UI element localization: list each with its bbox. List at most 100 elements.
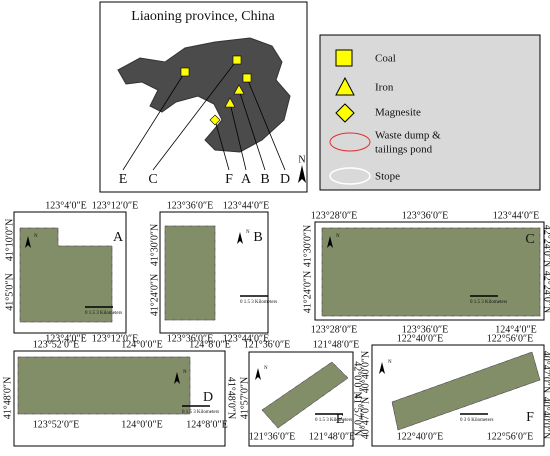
- satellite-image: [164, 225, 216, 321]
- north-label: N: [388, 360, 392, 365]
- satellite-image: [17, 356, 191, 415]
- longitude-label: 121°48′0″E: [309, 431, 355, 442]
- longitude-label: 123°52′0″E: [33, 419, 79, 430]
- panel-letter: A: [113, 230, 124, 245]
- inset-panel: E N 0 1.5 3 Kilometers 121°36′0″E 121°48′0″E…: [239, 339, 363, 447]
- longitude-label: 123°28′0″E: [311, 324, 357, 335]
- image-texture: [321, 227, 541, 317]
- legend-label: Magnesite: [375, 107, 421, 119]
- north-arrow: [237, 232, 243, 244]
- longitude-label: 123°44′0″E: [223, 333, 269, 344]
- latitude-label: 40°47′0″N: [360, 397, 371, 440]
- inset-panel: A N 0 1.5 3 Kilometers 123°4′0″E 123°12′0″E 1…: [4, 200, 138, 344]
- legend-label: tailings pond: [375, 144, 433, 156]
- longitude-label: 123°4′0″E: [45, 333, 86, 344]
- panel-letter: B: [253, 230, 262, 245]
- panel-letter: F: [526, 410, 534, 425]
- north-arrow: [298, 165, 306, 183]
- map-title: Liaoning province, China: [131, 9, 275, 24]
- scale-label: 0 1.5 3 Kilometers: [315, 418, 352, 423]
- latitude-label: 41°30′0″N: [302, 225, 313, 268]
- latitude-label: 41°48′0″N: [2, 377, 13, 420]
- latitude-label: 42°24′0″N: [542, 225, 550, 268]
- north-label: N: [34, 234, 38, 239]
- longitude-label: 123°28′0″E: [311, 210, 357, 221]
- longitude-label: 123°44′0″E: [493, 210, 539, 221]
- longitude-label: 122°40′0″E: [397, 333, 443, 344]
- callout-label: E: [119, 172, 128, 187]
- latitude-label: 40°40′0″N: [360, 351, 371, 394]
- image-texture: [261, 361, 349, 429]
- longitude-label: 122°40′0″E: [397, 431, 443, 442]
- inset-panel: BN 0 1.5 3 Kilometers 123°36′0″E 123°44′0″E…: [149, 200, 277, 344]
- north-arrow: [255, 368, 261, 380]
- callout-label: B: [260, 172, 269, 187]
- legend: Coal Iron Magnesite Waste dump & tailing…: [319, 34, 541, 191]
- image-texture: [391, 351, 541, 431]
- latitude-label: 40°47′0″N: [541, 351, 550, 394]
- latitude-label: 41°24′0″N: [302, 271, 313, 314]
- north-label: N: [246, 230, 250, 235]
- inset-panel: C N 0 1.5 3 Kilometers 123°28′0″E 123°36′0″E…: [302, 210, 550, 335]
- longitude-label: 122°56′0″E: [487, 333, 533, 344]
- scale-label: 0 1.5 3 Kilometers: [240, 300, 277, 305]
- image-texture: [164, 225, 216, 321]
- callout-label: A: [241, 172, 252, 187]
- panel-letter: C: [525, 232, 534, 247]
- north-label: N: [183, 370, 187, 375]
- longitude-label: 121°36′0″E: [249, 431, 295, 442]
- legend-iron-icon: [335, 76, 355, 96]
- legend-label: Stope: [375, 171, 400, 183]
- longitude-label: 124°0′0″E: [121, 419, 162, 430]
- legend-magnesite-icon: [335, 103, 355, 123]
- callout-lines: [122, 59, 286, 171]
- latitude-label: 41°30′0″N: [149, 224, 160, 267]
- panel-letter: D: [203, 390, 213, 405]
- legend-coal-icon: [335, 49, 353, 67]
- legend-label: Coal: [375, 53, 396, 65]
- north-arrow: [327, 236, 333, 248]
- north-arrow: [379, 362, 385, 374]
- north-arrow: [25, 236, 31, 248]
- longitude-label: 121°48′0″E: [313, 339, 359, 350]
- longitude-label: 124°8′0″E: [186, 419, 227, 430]
- north-label: N: [264, 366, 268, 371]
- longitude-label: 123°36′0″E: [167, 200, 213, 211]
- scale-label: 0 1.5 3 Kilometers: [470, 300, 507, 305]
- latitude-label: 41°57′0″N: [239, 377, 250, 420]
- longitude-label: 123°52′0″E: [33, 339, 79, 350]
- callout-label: D: [280, 172, 290, 187]
- overview: Liaoning province, China: [99, 1, 308, 193]
- inset-panel: D N 0 1.5 3 Kilometers 123°52′0″E 124°0′0″E 1…: [2, 339, 237, 447]
- latitude-label: 41°57′0″N: [352, 394, 363, 437]
- legend-waste-icon: [329, 132, 371, 152]
- image-texture: [19, 227, 113, 323]
- longitude-label: 122°56′0″E: [487, 431, 533, 442]
- mine-markers: [180, 55, 252, 126]
- legend-stope-icon: [329, 167, 371, 185]
- satellite-image: [321, 227, 541, 317]
- longitude-label: 123°12′0″E: [92, 333, 138, 344]
- longitude-label: 123°36′0″E: [402, 324, 448, 335]
- longitude-label: 123°4′0″E: [45, 200, 86, 211]
- callout-label: C: [148, 172, 157, 187]
- scale-label: 0 1.5 3 Kilometers: [182, 410, 219, 415]
- longitude-label: 123°36′0″E: [402, 210, 448, 221]
- latitude-label: 41°10′0″N: [4, 219, 15, 262]
- panel-letter: E: [336, 412, 345, 427]
- latitude-label: 40°40′0″N: [541, 397, 550, 440]
- province-shape: [117, 37, 291, 153]
- satellite-image: [19, 227, 113, 323]
- scale-label: 0 3 6 Kilometers: [460, 418, 494, 423]
- latitude-label: 41°5′0″N: [4, 273, 15, 311]
- legend-label: Iron: [375, 82, 394, 94]
- longitude-label: 121°36′0″E: [244, 339, 290, 350]
- latitude-label: 41°48′0″N: [226, 377, 237, 420]
- longitude-label: 123°12′0″E: [92, 200, 138, 211]
- legend-label: Waste dump &: [375, 130, 441, 142]
- satellite-image: [391, 351, 541, 431]
- latitude-label: 42°24′0″N: [542, 271, 550, 314]
- image-texture: [17, 356, 191, 415]
- inset-panel: F N 0 3 6 Kilometers 122°40′0″E 122°56′0″E 12…: [360, 333, 550, 447]
